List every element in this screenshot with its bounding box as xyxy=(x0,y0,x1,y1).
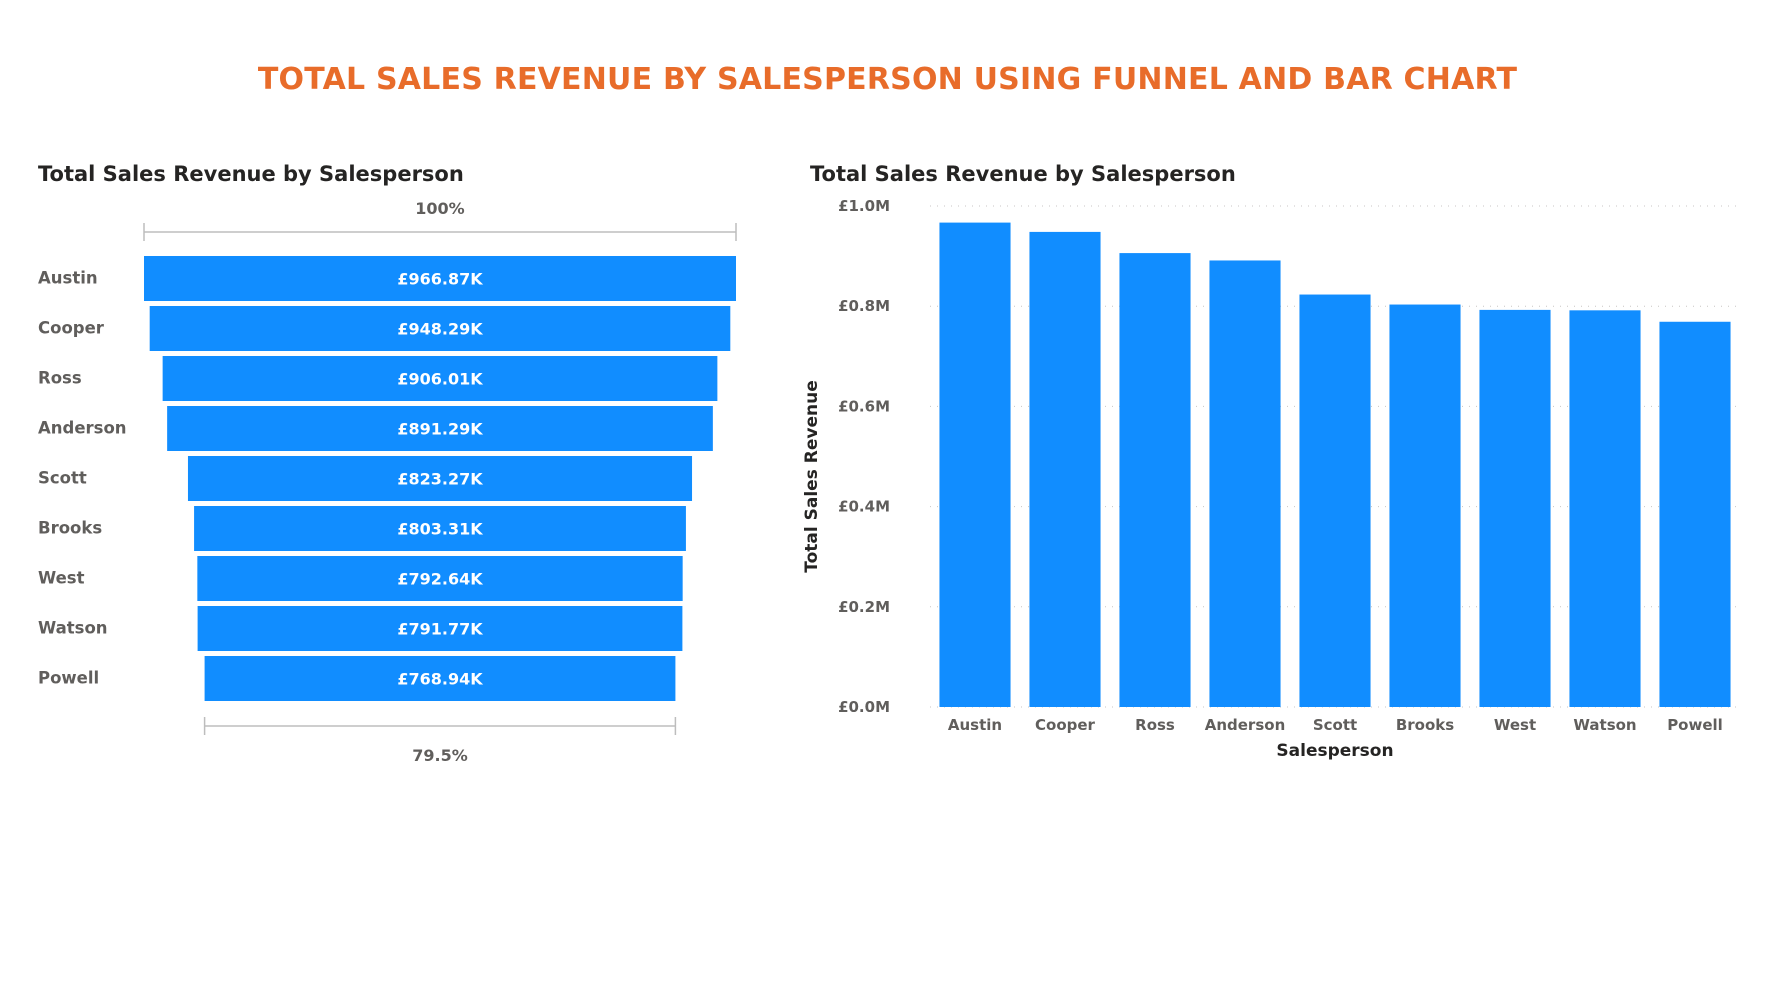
funnel-bar[interactable] xyxy=(187,456,693,501)
y-tick-label: £0.0M xyxy=(838,698,890,716)
x-tick-label: Brooks xyxy=(1396,716,1454,734)
x-tick-label: Cooper xyxy=(1035,716,1096,734)
y-axis-title: Total Sales Revenue xyxy=(802,380,822,572)
funnel-bar[interactable] xyxy=(162,356,718,401)
funnel-category-label: Powell xyxy=(38,669,99,688)
bar[interactable] xyxy=(939,222,1011,707)
funnel-bar[interactable] xyxy=(144,256,736,301)
funnel-top-bracket xyxy=(143,223,737,241)
funnel-category-label: Brooks xyxy=(38,519,102,538)
bar[interactable] xyxy=(1569,310,1641,707)
bar-chart: £0.0M £0.2M £0.4M £0.6M £0.8M £1.0M Austin Coop… xyxy=(802,197,1740,761)
bar[interactable] xyxy=(1389,304,1461,707)
x-tick-label: Ross xyxy=(1135,716,1175,734)
bar[interactable] xyxy=(1029,231,1101,707)
funnel-category-label: Cooper xyxy=(38,319,105,338)
funnel-value-label: £803.31K xyxy=(397,520,483,539)
funnel-category-label: Watson xyxy=(38,619,108,638)
funnel-bar[interactable] xyxy=(167,406,713,451)
y-tick-label: £0.6M xyxy=(838,397,890,415)
bar[interactable] xyxy=(1479,309,1551,707)
funnel-chart-title: Total Sales Revenue by Salesperson xyxy=(38,162,464,186)
funnel-value-label: £891.29K xyxy=(397,420,483,439)
y-tick-label: £0.8M xyxy=(838,297,890,315)
funnel-chart: 100% Austin £966.87K Cooper £948.29K Ross £906… xyxy=(38,199,737,765)
funnel-category-label: Anderson xyxy=(38,419,127,438)
x-tick-label: Watson xyxy=(1573,716,1636,734)
y-tick-label: £0.2M xyxy=(838,598,890,616)
x-tick-label: Powell xyxy=(1667,716,1723,734)
x-tick-label: Austin xyxy=(948,716,1002,734)
funnel-bottom-bracket xyxy=(203,717,677,735)
bar-chart-title: Total Sales Revenue by Salesperson xyxy=(810,162,1236,186)
funnel-value-label: £906.01K xyxy=(397,370,483,389)
funnel-bar[interactable] xyxy=(197,606,683,651)
funnel-category-label: Ross xyxy=(38,369,82,388)
funnel-bar[interactable] xyxy=(194,506,686,551)
funnel-bar[interactable] xyxy=(204,656,676,701)
bar[interactable] xyxy=(1209,260,1281,707)
page-title: TOTAL SALES REVENUE BY SALESPERSON USING… xyxy=(257,62,1518,97)
funnel-bar[interactable] xyxy=(149,306,731,351)
funnel-category-label: Austin xyxy=(38,269,98,288)
funnel-bar[interactable] xyxy=(197,556,683,601)
funnel-value-label: £768.94K xyxy=(397,670,483,689)
bar[interactable] xyxy=(1299,294,1371,707)
funnel-value-label: £966.87K xyxy=(397,270,483,289)
funnel-value-label: £948.29K xyxy=(397,320,483,339)
y-tick-label: £1.0M xyxy=(838,197,890,215)
x-tick-label: West xyxy=(1494,716,1536,734)
bar[interactable] xyxy=(1119,253,1191,707)
y-tick-label: £0.4M xyxy=(838,498,890,516)
bar[interactable] xyxy=(1659,321,1731,707)
funnel-category-label: West xyxy=(38,569,85,588)
funnel-value-label: £823.27K xyxy=(397,470,483,489)
funnel-value-label: £792.64K xyxy=(397,570,483,589)
funnel-top-percent-label: 100% xyxy=(415,199,464,218)
funnel-bottom-percent-label: 79.5% xyxy=(412,746,468,765)
x-tick-label: Scott xyxy=(1313,716,1357,734)
x-axis-title: Salesperson xyxy=(1276,741,1393,761)
x-tick-label: Anderson xyxy=(1205,716,1286,734)
funnel-category-label: Scott xyxy=(38,469,87,488)
funnel-value-label: £791.77K xyxy=(397,620,483,639)
